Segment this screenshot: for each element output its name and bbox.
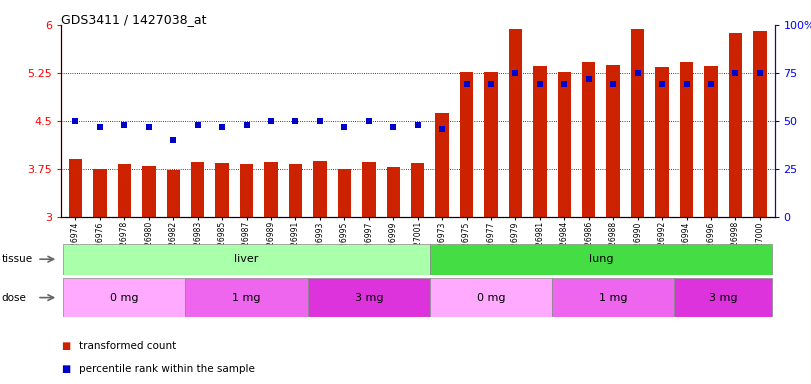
Bar	[63, 244, 430, 275]
Point	[705, 81, 718, 88]
Bar	[289, 164, 303, 217]
Bar	[307, 278, 430, 317]
Point	[631, 70, 644, 76]
Bar	[558, 72, 571, 217]
Bar	[186, 278, 307, 317]
Bar	[582, 62, 595, 217]
Text: transformed count: transformed count	[79, 341, 176, 351]
Point	[167, 137, 180, 143]
Bar	[674, 278, 772, 317]
Text: 1 mg: 1 mg	[599, 293, 628, 303]
Text: lung: lung	[589, 254, 613, 264]
Point	[436, 126, 448, 132]
Bar	[118, 164, 131, 217]
Bar	[142, 166, 156, 217]
Point	[753, 70, 766, 76]
Point	[93, 124, 106, 130]
Point	[558, 81, 571, 88]
Text: 0 mg: 0 mg	[110, 293, 139, 303]
Bar	[430, 244, 772, 275]
Bar	[191, 162, 204, 217]
Bar	[680, 62, 693, 217]
Bar	[460, 72, 474, 217]
Point	[680, 81, 693, 88]
Point	[509, 70, 522, 76]
Point	[118, 122, 131, 128]
Bar	[728, 33, 742, 217]
Text: dose: dose	[2, 293, 27, 303]
Point	[289, 118, 302, 124]
Bar	[436, 113, 448, 217]
Text: ■: ■	[61, 364, 70, 374]
Bar	[533, 66, 547, 217]
Text: 3 mg: 3 mg	[354, 293, 383, 303]
Text: GDS3411 / 1427038_at: GDS3411 / 1427038_at	[61, 13, 206, 26]
Bar	[69, 159, 82, 217]
Bar	[411, 163, 424, 217]
Bar	[362, 162, 375, 217]
Text: tissue: tissue	[2, 254, 32, 264]
Bar	[93, 169, 107, 217]
Bar	[240, 164, 253, 217]
Point	[338, 124, 351, 130]
Point	[729, 70, 742, 76]
Bar	[631, 30, 645, 217]
Text: 1 mg: 1 mg	[232, 293, 261, 303]
Bar	[387, 167, 400, 217]
Point	[534, 81, 547, 88]
Point	[387, 124, 400, 130]
Bar	[508, 30, 522, 217]
Point	[216, 124, 229, 130]
Bar	[753, 31, 766, 217]
Point	[607, 81, 620, 88]
Bar	[430, 278, 552, 317]
Bar	[216, 163, 229, 217]
Point	[411, 122, 424, 128]
Point	[191, 122, 204, 128]
Bar	[484, 72, 498, 217]
Bar	[313, 161, 327, 217]
Text: 0 mg: 0 mg	[477, 293, 505, 303]
Text: percentile rank within the sample: percentile rank within the sample	[79, 364, 255, 374]
Bar	[264, 162, 277, 217]
Text: liver: liver	[234, 254, 259, 264]
Point	[582, 76, 595, 82]
Text: ■: ■	[61, 341, 70, 351]
Point	[655, 81, 668, 88]
Point	[69, 118, 82, 124]
Bar	[655, 66, 669, 217]
Bar	[607, 65, 620, 217]
Point	[363, 118, 375, 124]
Bar	[337, 169, 351, 217]
Point	[264, 118, 277, 124]
Point	[313, 118, 326, 124]
Bar	[704, 66, 718, 217]
Text: 3 mg: 3 mg	[709, 293, 737, 303]
Point	[484, 81, 497, 88]
Point	[142, 124, 155, 130]
Point	[240, 122, 253, 128]
Bar	[552, 278, 674, 317]
Bar	[166, 170, 180, 217]
Bar	[63, 278, 186, 317]
Point	[460, 81, 473, 88]
